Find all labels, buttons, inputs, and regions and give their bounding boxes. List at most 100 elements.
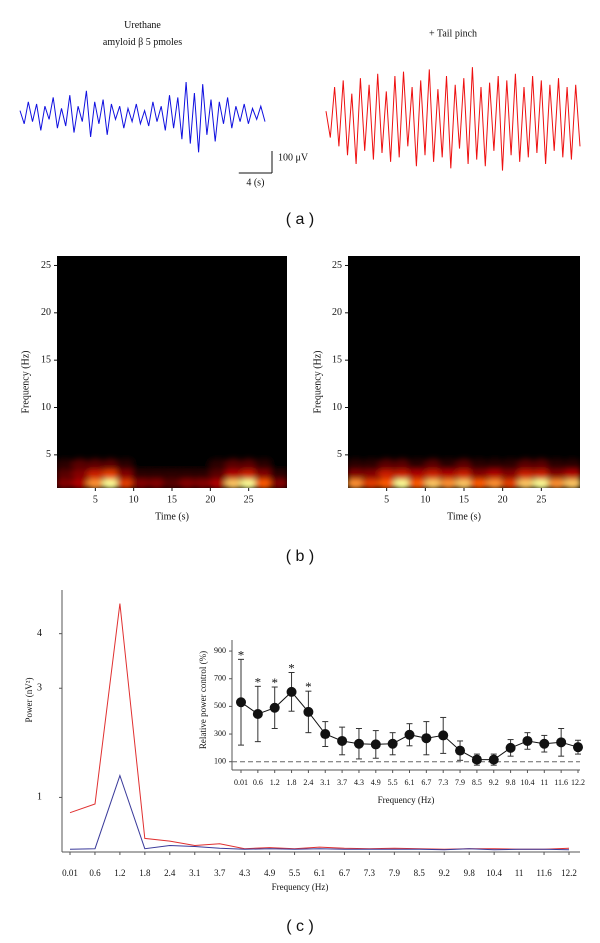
y-tick-label: 15 [41, 354, 51, 365]
data-point [404, 729, 415, 740]
data-point [488, 754, 499, 765]
data-point [573, 742, 583, 753]
spectrogram-cell [239, 468, 258, 480]
y-tick-label: 900 [214, 646, 226, 655]
spectrogram-cell [193, 468, 212, 480]
y-tick-label: 500 [214, 701, 226, 710]
spectrogram-cell [348, 468, 366, 480]
spectrogram-cell [57, 477, 74, 488]
y-axis-label: Frequency (Hz) [20, 350, 31, 413]
spectrogram-cell [132, 458, 151, 471]
x-axis-label: Time (s) [155, 511, 189, 522]
data-point [353, 738, 364, 749]
x-tick-label: 9.8 [464, 868, 476, 878]
spectrogram-cell [116, 458, 136, 471]
spectrogram-cell [439, 477, 458, 488]
y-axis-label: Frequency (Hz) [312, 350, 323, 413]
spectrogram-cell [178, 477, 197, 488]
x-tick-label: 9.2 [439, 868, 450, 878]
x-tick-label: 8.5 [472, 778, 482, 787]
panel-caption: ( a ) [286, 211, 314, 228]
spectrogram-blur [57, 458, 287, 488]
x-tick-label: 3.1 [320, 778, 330, 787]
y-tick-label: 700 [214, 674, 226, 683]
spectrogram-cell [116, 468, 136, 480]
significance-marker: * [238, 647, 245, 662]
scale-bar-label: 100 μV [278, 152, 309, 163]
spectrogram-cell [562, 477, 580, 488]
spectrogram-cell [178, 458, 197, 471]
x-tick-label: 3.7 [337, 778, 347, 787]
x-tick-label: 7.3 [364, 868, 376, 878]
spectrogram-cell [470, 477, 489, 488]
spectrogram-cell [270, 468, 287, 480]
significance-marker: * [305, 679, 312, 694]
spectrogram-cell [147, 458, 166, 471]
spectrogram-cell [485, 468, 505, 480]
x-tick-label: 0.6 [89, 868, 101, 878]
spectrogram-cell [501, 458, 520, 471]
spectrogram-cell [147, 468, 166, 480]
x-tick-label: 1.8 [139, 868, 151, 878]
spectrogram-cell [224, 458, 243, 471]
y-tick-label: 300 [214, 729, 226, 738]
x-tick-label: 2.4 [303, 778, 313, 787]
spectrogram-cell [208, 458, 228, 471]
y-tick-label: 15 [332, 354, 342, 365]
x-tick-label: 0.01 [234, 778, 248, 787]
x-tick-label: 25 [536, 494, 546, 505]
significance-marker: * [271, 675, 278, 690]
spectrogram-cell [361, 468, 381, 480]
data-point [387, 738, 398, 749]
spectrogram-cells [348, 458, 580, 488]
x-tick-label: 10 [420, 494, 430, 505]
x-tick-label: 5.5 [388, 778, 398, 787]
spectrogram-background [57, 256, 287, 488]
spectrogram-cell [532, 458, 551, 471]
y-tick-label: 3 [37, 683, 42, 694]
x-tick-label: 15 [167, 494, 177, 505]
x-tick-label: 0.6 [253, 778, 263, 787]
spectrogram-cell [454, 468, 474, 480]
spectrogram-cell [547, 458, 567, 471]
spectrogram-cells [57, 458, 287, 488]
spectrogram-cell [162, 477, 182, 488]
spectrogram-cell [516, 468, 536, 480]
x-axis-label: Frequency (Hz) [378, 795, 435, 805]
spectrogram-cell [516, 477, 536, 488]
x-tick-label: 6.7 [421, 778, 431, 787]
y-tick-label: 10 [41, 402, 51, 413]
x-tick-label: 0.01 [62, 868, 78, 878]
spectrogram-blur [348, 458, 580, 488]
x-tick-label: 4.3 [239, 868, 251, 878]
x-tick-label: 4.9 [371, 778, 381, 787]
x-tick-label: 7.9 [389, 868, 401, 878]
data-point [539, 738, 550, 749]
x-tick-label: 6.1 [314, 868, 325, 878]
y-tick-label: 100 [214, 757, 226, 766]
y-tick-label: 1 [37, 792, 42, 803]
spectrogram-cell [392, 477, 412, 488]
data-point [471, 754, 482, 765]
spectrogram-cell [70, 458, 90, 471]
x-tick-label: 11.6 [554, 778, 568, 787]
spectrogram-cell [408, 458, 427, 471]
x-tick-label: 5 [384, 494, 389, 505]
spectrogram-cell [377, 458, 396, 471]
x-tick-label: 20 [498, 494, 508, 505]
spectrogram-cell [132, 477, 151, 488]
power-line [69, 774, 570, 851]
x-tick-label: 1.2 [114, 868, 125, 878]
spectrogram-cell [392, 468, 412, 480]
spectrogram-cell [70, 477, 90, 488]
spectrogram-cell [562, 458, 580, 471]
spectrogram-cell [501, 477, 520, 488]
spectrogram-cell [361, 458, 381, 471]
x-tick-label: 12.2 [561, 868, 577, 878]
data-point [303, 706, 314, 717]
spectrogram-cell [86, 458, 105, 471]
spectrogram-cell [377, 477, 396, 488]
spectrogram-cell [57, 458, 74, 471]
data-point [286, 686, 297, 697]
